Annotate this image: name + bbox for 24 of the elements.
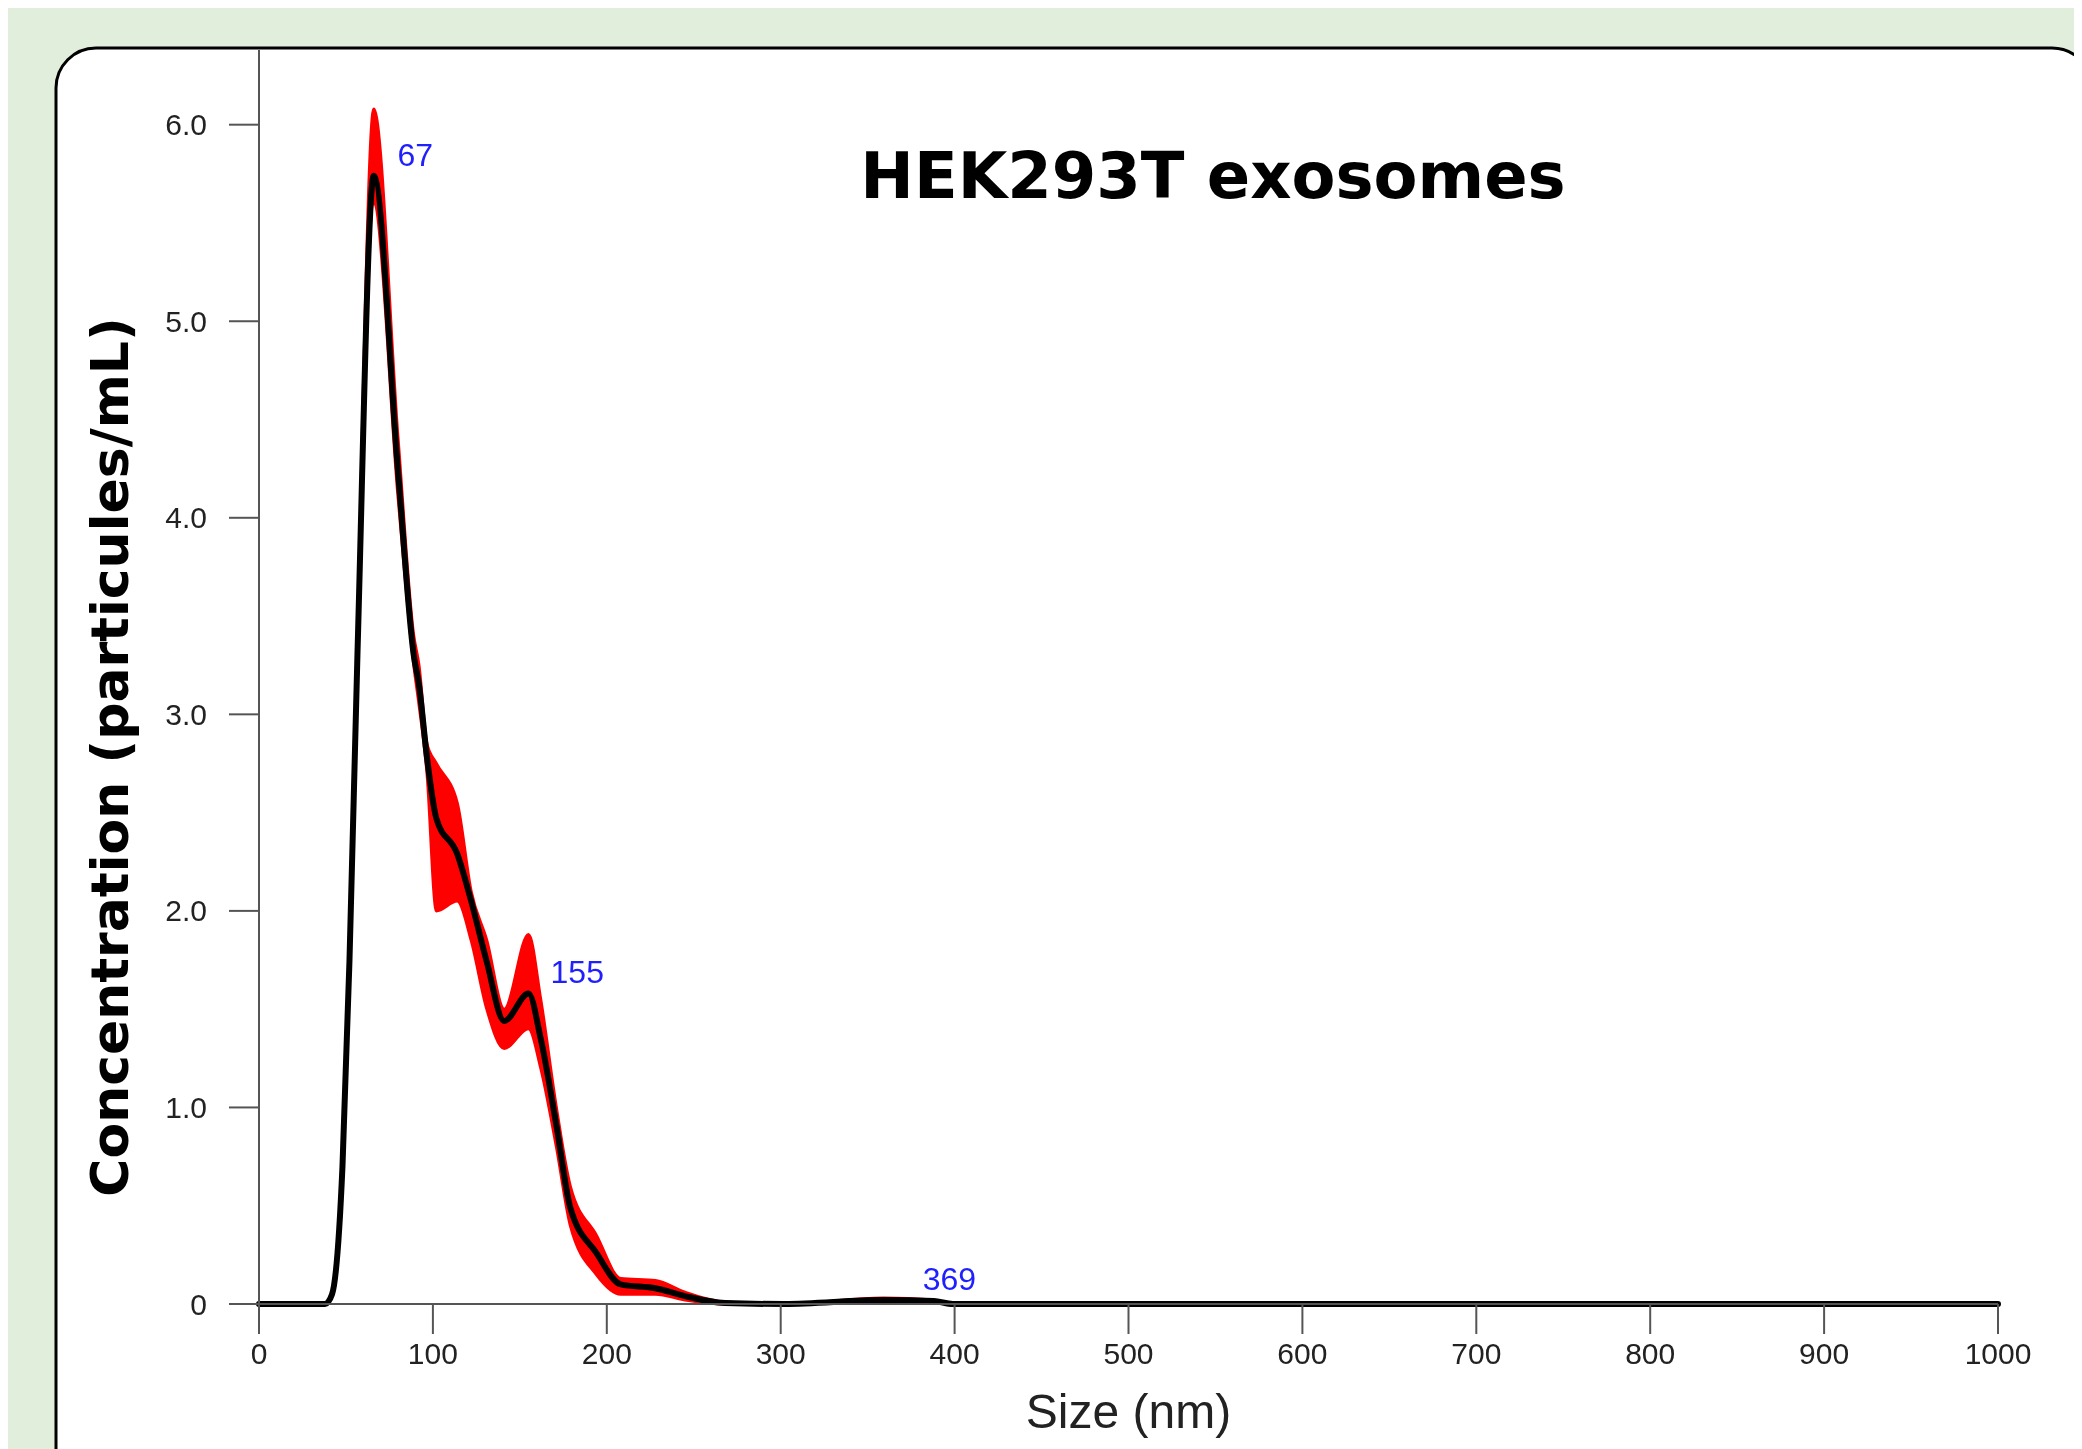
annotation: 67 bbox=[397, 136, 434, 173]
y-tick-label: 3.0 bbox=[165, 697, 207, 731]
annotation: 155 bbox=[550, 954, 604, 991]
x-tick-label: 300 bbox=[755, 1337, 806, 1370]
text: HEK293T exosomes bbox=[860, 139, 1566, 213]
x-tick-label: 900 bbox=[1799, 1337, 1850, 1370]
y-tick-label: 6.0 bbox=[165, 108, 207, 142]
x-tick-label: 200 bbox=[581, 1337, 632, 1370]
x-tick-label: 700 bbox=[1451, 1337, 1502, 1370]
x-tick-label: 400 bbox=[929, 1337, 980, 1370]
annotation: 369 bbox=[922, 1261, 977, 1298]
x-tick-label: 800 bbox=[1625, 1337, 1676, 1370]
x-tick-label: 0 bbox=[250, 1337, 268, 1370]
y-tick-label: 5.0 bbox=[165, 304, 207, 338]
y-tick-label: 4.0 bbox=[165, 501, 207, 535]
x-tick-label: 600 bbox=[1277, 1337, 1328, 1370]
y-axis-title: Concentration (particules/mL) bbox=[80, 317, 140, 1197]
x-tick-label: 500 bbox=[1103, 1337, 1154, 1370]
y-tick-label: 2.0 bbox=[165, 894, 207, 928]
x-tick-label: 100 bbox=[407, 1337, 458, 1370]
y-tick-label: 0 bbox=[190, 1287, 207, 1321]
x-tick-label: 1000 bbox=[1964, 1337, 2032, 1370]
x-axis-title: Size (nm) bbox=[1025, 1385, 1232, 1438]
y-tick-label: 1.0 bbox=[165, 1090, 207, 1124]
